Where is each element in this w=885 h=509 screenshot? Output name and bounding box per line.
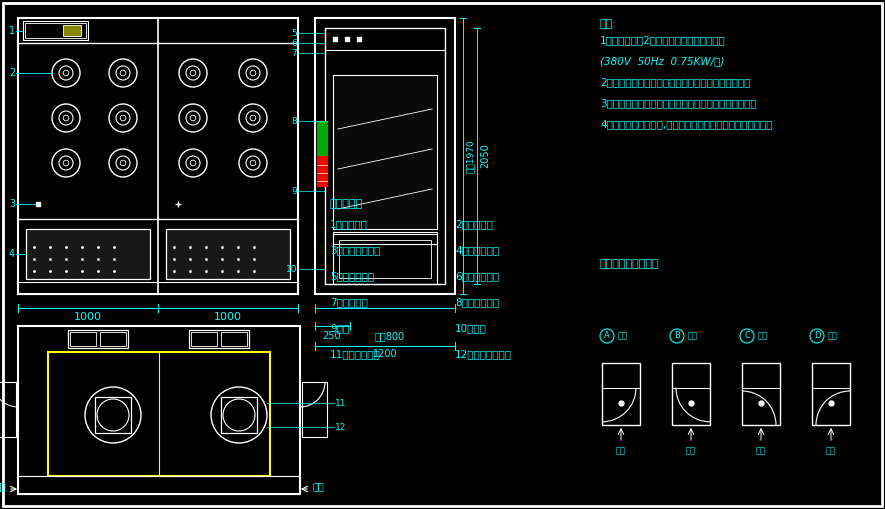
Bar	[18, 282, 298, 294]
Bar	[23, 21, 88, 40]
Bar	[333, 232, 437, 244]
Bar	[70, 332, 96, 346]
Bar	[63, 25, 81, 36]
Text: 出口: 出口	[618, 331, 628, 341]
Text: 后门: 后门	[312, 481, 324, 491]
Bar	[317, 156, 327, 186]
Text: 2、气流喷管: 2、气流喷管	[455, 219, 493, 229]
Text: 5: 5	[291, 29, 297, 38]
Text: 7: 7	[291, 48, 297, 58]
Bar	[68, 330, 128, 348]
Bar	[189, 330, 249, 348]
Text: 4、初效过滤器: 4、初效过滤器	[455, 245, 499, 255]
Text: 5、电源指示灯: 5、电源指示灯	[330, 271, 374, 281]
Text: 内空800: 内空800	[375, 331, 405, 341]
Text: 11、自动闭门器: 11、自动闭门器	[330, 349, 381, 359]
Bar	[48, 352, 270, 476]
Bar	[325, 28, 445, 284]
Text: D: D	[813, 331, 820, 341]
Text: 9: 9	[291, 186, 297, 195]
Text: 3: 3	[9, 199, 15, 209]
Text: 6: 6	[291, 39, 297, 47]
Text: 2: 2	[9, 68, 15, 78]
Text: 图解说明：: 图解说明：	[330, 199, 363, 209]
Text: 入口: 入口	[686, 446, 696, 456]
Text: C: C	[744, 331, 750, 341]
Bar	[0, 382, 16, 437]
Bar	[333, 234, 437, 284]
Bar	[339, 240, 431, 278]
Bar	[26, 229, 150, 279]
Text: 开门方向：任选一种: 开门方向：任选一种	[600, 259, 659, 269]
Text: 8: 8	[291, 117, 297, 126]
Bar	[95, 397, 131, 433]
Bar	[333, 75, 437, 229]
Text: 2、风淋室采用双面吹淋，可以达到很好的吹淋效果。: 2、风淋室采用双面吹淋，可以达到很好的吹淋效果。	[600, 77, 750, 87]
Text: 出口: 出口	[828, 331, 838, 341]
Bar	[191, 332, 217, 346]
Text: 6、工作指示灯: 6、工作指示灯	[455, 271, 499, 281]
Text: 250: 250	[323, 331, 342, 341]
Text: 1、控制面板: 1、控制面板	[330, 219, 368, 229]
Text: 9、门: 9、门	[330, 323, 349, 333]
Bar	[672, 363, 710, 425]
Text: (380V  50Hz  0.75KW/台): (380V 50Hz 0.75KW/台)	[600, 56, 725, 66]
Text: 1、风淋室采用2台蜗壳大风量低噪音风机；: 1、风淋室采用2台蜗壳大风量低噪音风机；	[600, 35, 726, 45]
Text: 3、红外线感应器: 3、红外线感应器	[330, 245, 381, 255]
Bar	[100, 332, 126, 346]
Bar	[221, 397, 257, 433]
Text: 1000: 1000	[214, 312, 242, 322]
Text: 2050: 2050	[480, 144, 490, 168]
Text: 10: 10	[286, 265, 297, 273]
Text: 12: 12	[335, 422, 346, 432]
Text: 入口: 入口	[826, 446, 836, 456]
Bar	[221, 332, 247, 346]
Text: 1200: 1200	[373, 349, 397, 359]
Bar	[166, 229, 290, 279]
Text: 7、急停开关: 7、急停开关	[330, 297, 368, 307]
Text: 10、风机: 10、风机	[455, 323, 487, 333]
Text: B: B	[674, 331, 680, 341]
Bar	[25, 23, 86, 38]
Bar	[18, 326, 300, 494]
Text: 入口: 入口	[616, 446, 626, 456]
Bar	[317, 121, 327, 156]
Text: 出口: 出口	[688, 331, 698, 341]
Text: 3、控制系统：采用人性化语音提示，电子板自动控制。: 3、控制系统：采用人性化语音提示，电子板自动控制。	[600, 98, 757, 108]
Text: 出口: 出口	[758, 331, 768, 341]
Text: 12、内嵌式照明灯: 12、内嵌式照明灯	[455, 349, 512, 359]
Bar	[302, 382, 327, 437]
Text: 入口: 入口	[756, 446, 766, 456]
Text: 前门: 前门	[0, 481, 6, 491]
Text: 11: 11	[335, 399, 347, 408]
Bar	[812, 363, 850, 425]
Text: 4、如无其它特殊说明,加工工艺及配置均按本公司标准制作。: 4、如无其它特殊说明,加工工艺及配置均按本公司标准制作。	[600, 119, 773, 129]
Bar	[602, 363, 640, 425]
Bar	[18, 18, 298, 294]
Text: 4: 4	[9, 249, 15, 259]
Bar	[315, 18, 455, 294]
Bar	[18, 476, 300, 494]
Text: 说明:: 说明:	[600, 19, 617, 29]
Text: 内空1970: 内空1970	[466, 139, 474, 173]
Text: 1000: 1000	[74, 312, 102, 322]
Text: 8、高效过滤器: 8、高效过滤器	[455, 297, 499, 307]
Text: 1: 1	[9, 25, 15, 36]
Text: A: A	[604, 331, 610, 341]
Bar	[742, 363, 780, 425]
